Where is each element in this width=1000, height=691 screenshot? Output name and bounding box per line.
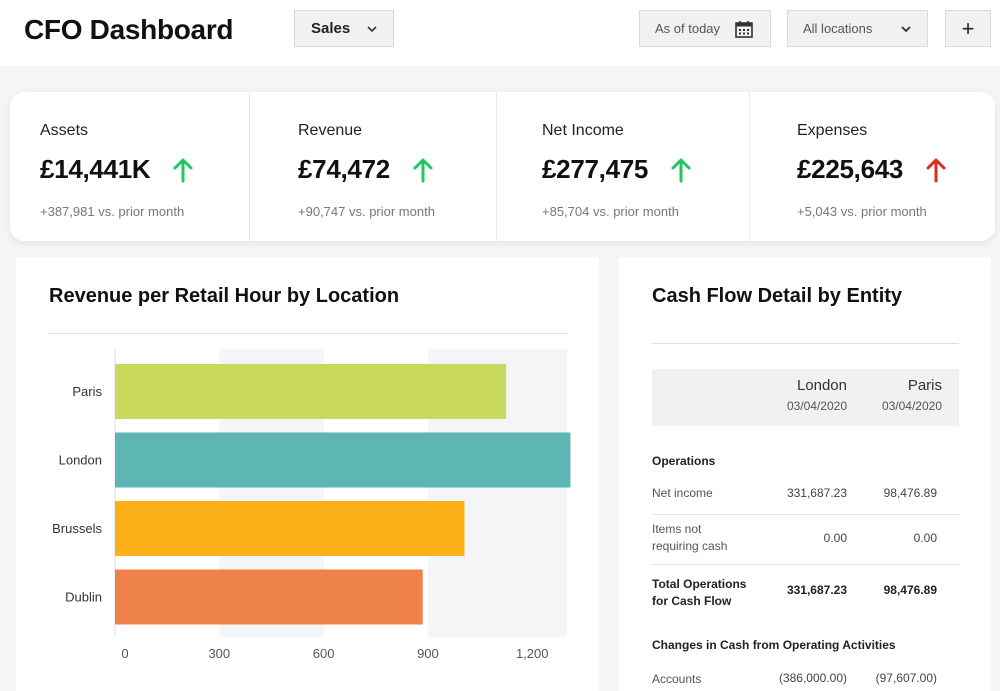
kpi-card-net-income[interactable]: Net Income £277,475 +85,704 vs. prior mo…: [497, 92, 750, 241]
row-label: Net income: [652, 486, 713, 500]
chevron-down-icon: [901, 26, 911, 33]
row-value-london: 331,687.23: [786, 583, 847, 597]
kpi-delta: +387,981 vs. prior month: [40, 204, 185, 219]
category-label-london: London: [59, 453, 102, 468]
view-select-label: Sales: [311, 20, 351, 37]
row-value-paris: 98,476.89: [883, 583, 937, 597]
grid-band: [532, 349, 567, 637]
arrow-up-icon: [671, 158, 691, 182]
title-divider: [652, 343, 959, 344]
table-row-total[interactable]: Total Operations for Cash Flow 331,687.2…: [652, 565, 959, 619]
x-tick-label: 1,200: [516, 646, 549, 661]
kpi-row: Assets £14,441K +387,981 vs. prior month…: [10, 92, 995, 241]
category-label-brussels: Brussels: [52, 521, 102, 536]
date-filter-button[interactable]: As of today: [639, 10, 771, 47]
kpi-value-row: £74,472: [298, 154, 434, 185]
calendar-icon: [735, 21, 753, 38]
row-value-paris: 98,476.89: [883, 486, 937, 500]
location-filter-dropdown[interactable]: All locations: [787, 10, 928, 47]
x-tick-label: 300: [208, 646, 230, 661]
kpi-card-assets[interactable]: Assets £14,441K +387,981 vs. prior month: [10, 92, 250, 241]
row-value-paris: 0.00: [913, 531, 937, 545]
kpi-value: £225,643: [797, 154, 904, 184]
column-header-london[interactable]: London 03/04/2020: [787, 377, 847, 413]
arrow-up-icon: [413, 158, 433, 182]
category-label-paris: Paris: [72, 384, 102, 399]
add-button[interactable]: +: [945, 10, 991, 47]
page-title: CFO Dashboard: [24, 14, 234, 45]
arrow-up-icon: [173, 158, 193, 182]
cash-flow-panel: Cash Flow Detail by Entity London 03/04/…: [619, 257, 991, 691]
revenue-bar-chart: Paris London Brussels Dublin 0 300 600 900 1,200: [52, 349, 571, 661]
chevron-down-icon: [367, 26, 377, 33]
kpi-delta: +5,043 vs. prior month: [797, 204, 927, 219]
kpi-card-expenses[interactable]: Expenses £225,643 +5,043 vs. prior month: [750, 92, 995, 241]
category-label-dublin: Dublin: [65, 590, 102, 605]
row-value-london: 331,687.23: [786, 486, 847, 500]
x-tick-label: 600: [313, 646, 335, 661]
bar-dublin: [115, 569, 423, 625]
row-value-london: 0.00: [823, 531, 847, 545]
x-tick-label: 900: [417, 646, 439, 661]
kpi-label: Assets: [40, 122, 89, 139]
kpi-label: Net Income: [542, 122, 624, 139]
kpi-delta: +90,747 vs. prior month: [298, 204, 435, 219]
table-row[interactable]: Net income 331,687.23 98,476.89: [652, 475, 959, 515]
kpi-value-row: £225,643: [797, 154, 947, 185]
bar-brussels: [115, 501, 465, 556]
cash-flow-table-header: London 03/04/2020 Paris 03/04/2020: [652, 369, 959, 426]
revenue-chart-panel: Revenue per Retail Hour by Location Pari…: [16, 257, 599, 691]
x-tick-label: 0: [121, 646, 128, 661]
column-city: London: [796, 377, 847, 394]
row-label: Accounts: [652, 672, 702, 686]
section-changes: Changes in Cash from Operating Activitie…: [652, 638, 896, 652]
arrow-up-icon: [926, 158, 946, 182]
kpi-label: Revenue: [298, 122, 363, 139]
row-value-paris: (97,607.00): [875, 671, 937, 685]
table-row[interactable]: Accounts (386,000.00) (97,607.00): [652, 661, 959, 691]
cash-flow-title: Cash Flow Detail by Entity: [652, 285, 903, 307]
row-value-london: (386,000.00): [778, 671, 847, 685]
column-city: Paris: [907, 377, 942, 394]
date-filter-label: As of today: [655, 21, 721, 36]
chart-title: Revenue per Retail Hour by Location: [49, 285, 400, 307]
view-select-dropdown[interactable]: Sales: [294, 10, 394, 47]
table-row[interactable]: Items not requiring cash 0.00 0.00: [652, 515, 959, 565]
top-header: CFO Dashboard Sales As of today All loca…: [0, 0, 1000, 66]
bar-paris: [115, 364, 507, 419]
kpi-value: £74,472: [298, 154, 390, 184]
kpi-value-row: £277,475: [542, 154, 692, 185]
kpi-card-revenue[interactable]: Revenue £74,472 +90,747 vs. prior month: [250, 92, 497, 241]
row-label: Items not requiring cash: [652, 522, 728, 553]
plus-icon: +: [961, 15, 975, 41]
column-date: 03/04/2020: [786, 399, 847, 413]
title-divider: [49, 333, 567, 334]
kpi-delta: +85,704 vs. prior month: [542, 204, 679, 219]
kpi-value-row: £14,441K: [40, 154, 194, 185]
column-date: 03/04/2020: [881, 399, 942, 413]
kpi-label: Expenses: [797, 122, 868, 139]
location-filter-label: All locations: [803, 21, 873, 36]
kpi-value: £277,475: [542, 154, 649, 184]
column-header-paris[interactable]: Paris 03/04/2020: [882, 377, 942, 413]
bar-london: [115, 432, 571, 488]
section-operations: Operations: [652, 454, 716, 468]
kpi-value: £14,441K: [40, 154, 151, 184]
row-label: Total Operations for Cash Flow: [652, 577, 747, 608]
